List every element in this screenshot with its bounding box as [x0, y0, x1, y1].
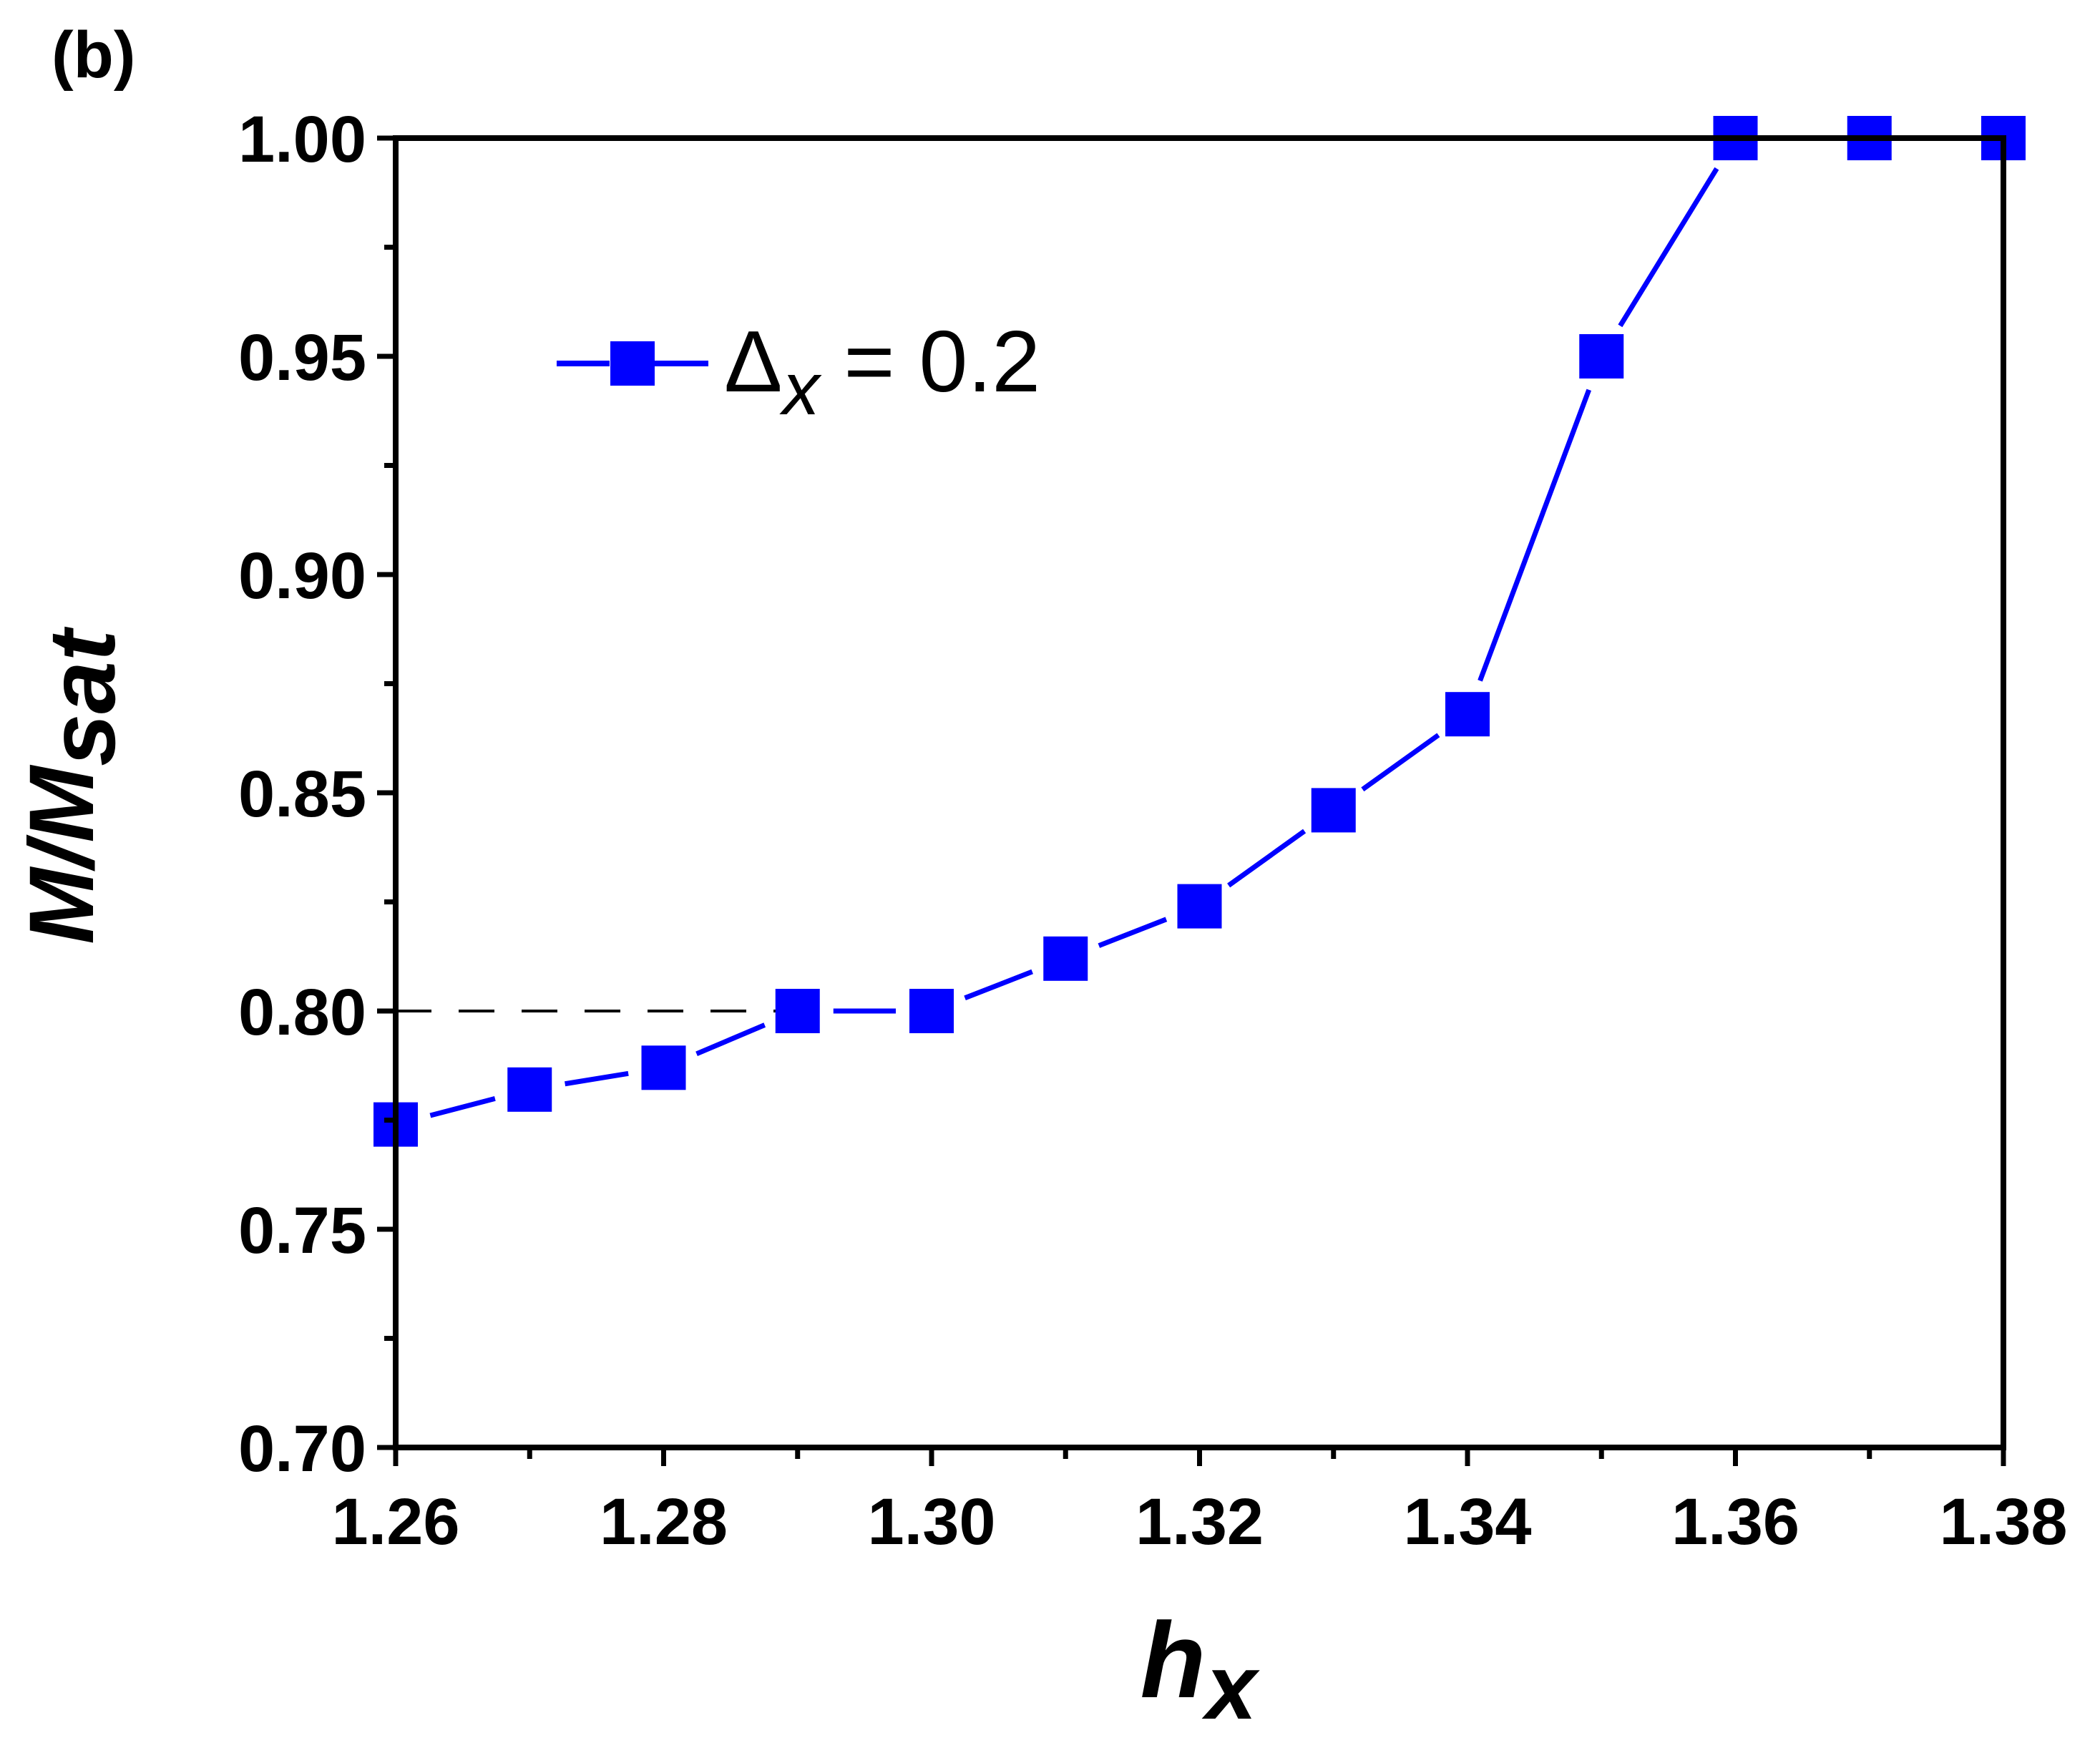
data-point — [1445, 692, 1490, 737]
x-tick-label: 1.30 — [867, 1485, 995, 1558]
series-line-segment — [429, 1096, 496, 1118]
x-tick-label: 1.38 — [1939, 1485, 2067, 1558]
legend-label-main: Δ — [724, 313, 783, 410]
y-axis-title-main: M/M — [11, 765, 113, 944]
y-tick-label: 0.70 — [238, 1412, 366, 1485]
y-tick-label: 0.75 — [238, 1194, 366, 1267]
y-tick-label: 0.85 — [238, 758, 366, 831]
y-tick-label: 0.95 — [238, 321, 366, 394]
legend-label-sub: x — [779, 348, 823, 431]
legend-label-rest: = 0.2 — [820, 313, 1041, 410]
data-point — [1311, 788, 1356, 833]
x-tick-label: 1.36 — [1671, 1485, 1799, 1558]
tick-labels-group: 1.26 1.28 1.30 1.32 1.34 1.36 1.38 0.70 0.75 0.80… — [238, 103, 2068, 1558]
y-tick-label: 1.00 — [238, 103, 366, 176]
data-point — [641, 1045, 686, 1090]
ticks-group — [377, 135, 2006, 1466]
x-tick-label: 1.32 — [1136, 1485, 1264, 1558]
legend-label: Δx = 0.2 — [724, 313, 1040, 431]
series-line-segment — [1098, 917, 1168, 948]
y-axis-title: M/Msat — [11, 626, 135, 944]
data-point — [1177, 884, 1222, 929]
series-marker-group — [373, 116, 2026, 1147]
data-point — [1579, 334, 1624, 379]
x-tick-label: 1.26 — [331, 1485, 459, 1558]
x-tick-label: 1.28 — [600, 1485, 728, 1558]
series-line-segment — [1361, 733, 1440, 792]
series-line-segment — [964, 969, 1033, 1001]
legend: Δx = 0.2 — [557, 313, 1040, 431]
series-line-segment — [695, 1022, 766, 1057]
plot-frame — [393, 135, 2006, 1450]
x-axis-title-main: h — [1141, 1600, 1206, 1720]
series-line-segment — [1618, 167, 1719, 328]
data-point — [1043, 936, 1088, 981]
data-point — [507, 1067, 552, 1112]
legend-marker — [610, 341, 655, 386]
panel-label: (b) — [52, 19, 135, 92]
series-line-segment — [565, 1070, 629, 1087]
y-tick-label: 0.80 — [238, 976, 366, 1049]
series-line-segment — [1227, 829, 1307, 888]
y-axis-title-sub: sat — [29, 626, 135, 766]
data-point — [909, 989, 954, 1033]
x-tick-label: 1.34 — [1403, 1485, 1531, 1558]
y-tick-label: 0.90 — [238, 539, 366, 612]
series-line-group — [429, 135, 1968, 1118]
series-line-segment — [1478, 389, 1591, 682]
data-point — [775, 989, 820, 1033]
x-axis-title-sub: x — [1201, 1636, 1260, 1739]
x-axis-title: hx — [1141, 1600, 1261, 1739]
